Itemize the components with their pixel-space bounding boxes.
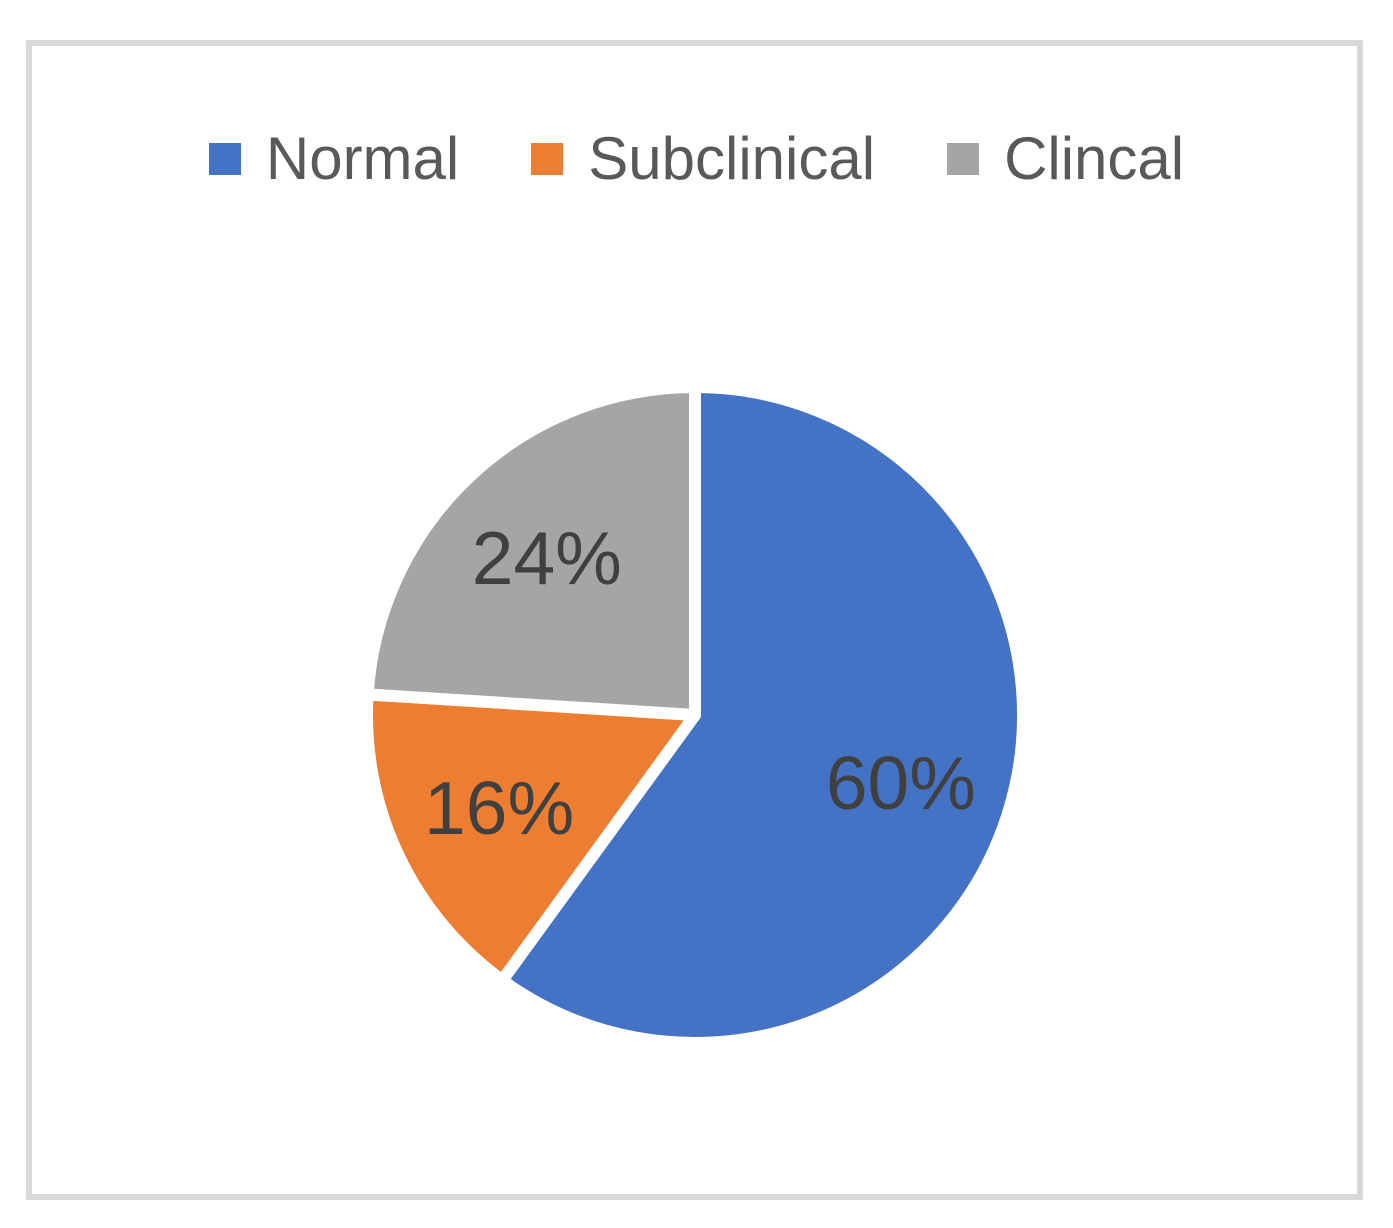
legend-swatch-normal xyxy=(208,142,241,175)
legend-label: Subclinical xyxy=(588,125,876,192)
pie-slice-subclinical xyxy=(361,688,701,987)
pie-data-label-normal: 60% xyxy=(826,741,976,825)
legend-item-subclinical: Subclinical xyxy=(531,124,875,193)
legend-item-clincal: Clincal xyxy=(947,124,1184,193)
legend-label: Clincal xyxy=(1004,125,1185,192)
chart-legend: Normal Subclinical Clincal xyxy=(0,124,1393,193)
legend-swatch-clincal xyxy=(947,142,980,175)
legend-label: Normal xyxy=(265,125,460,192)
legend-swatch-subclinical xyxy=(531,142,564,175)
pie-data-label-clincal: 24% xyxy=(472,516,622,600)
pie-slice-clincal xyxy=(361,381,701,721)
pie-data-label-subclinical: 16% xyxy=(424,766,574,850)
pie-slice-normal xyxy=(496,381,1029,1049)
legend-item-normal: Normal xyxy=(208,124,460,193)
